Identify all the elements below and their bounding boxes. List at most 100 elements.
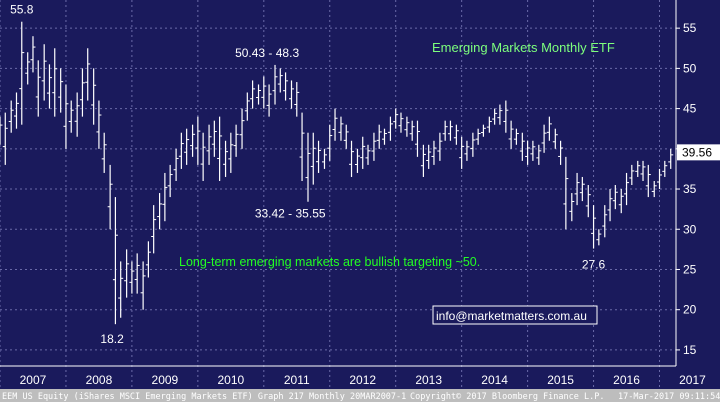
ohlc-bar [289,80,295,109]
ohlc-bar [107,164,113,230]
ohlc-bar [19,21,25,125]
ohlc-bar [464,140,470,161]
ohlc-bar [250,80,256,109]
ohlc-bar [404,116,410,137]
ohlc-bar [310,132,316,185]
last-price-value: 39.56 [682,145,712,159]
ohlc-bar [508,120,514,149]
ohlc-bar [398,112,404,133]
x-tick-label: 2015 [547,373,574,387]
ohlc-bar [228,132,234,173]
ohlc-bar [124,249,130,298]
x-tick-label: 2010 [217,373,244,387]
ohlc-bar [256,84,262,105]
ohlc-bar [173,148,179,181]
x-tick-layer: 2007 2008 2009 2010 2011 2012 2013 2014 2015 2016… [0,365,706,387]
y-tick-label: 30 [683,222,697,236]
ohlc-bar [200,132,206,181]
ohlc-bar [420,144,426,177]
ohlc-bar [574,172,580,206]
ohlc-bar [272,64,278,105]
ohlc-bar [206,124,212,165]
ohlc-bar [112,197,118,325]
ohlc-bar [426,144,432,169]
ohlc-bar [431,140,437,165]
ohlc-bar [167,164,173,198]
x-tick-label: 2007 [20,373,47,387]
price-annotation: 50.43 - 48.3 [235,46,299,60]
ohlc-bar [305,132,311,202]
price-annotation: 18.2 [100,332,124,346]
ohlc-bar [371,132,377,161]
ohlc-bar [569,193,575,222]
ohlc-bar [387,116,393,141]
ohlc-bar [497,104,503,125]
ohlc-bar [530,140,536,161]
ohlc-bar [25,52,31,85]
ohlc-bar [223,140,229,177]
ohlc-bar [552,128,558,149]
ohlc-bar [52,48,58,117]
ohlc-bar [393,108,399,129]
footer-left: EEM US Equity (iShares MSCI Emerging Mar… [2,392,406,402]
ohlc-bar [145,241,151,278]
ohlc-bar [68,100,74,133]
ohlc-bar [85,48,91,101]
ohlc-bar [414,120,420,157]
ohlc-bar [30,36,36,73]
ohlc-bar [536,144,542,165]
ohlc-bar [244,92,250,121]
ohlc-bar [546,116,552,141]
ohlc-bar [118,261,124,318]
ohlc-bar [157,193,163,230]
ohlc-bar [668,148,674,169]
price-annotation: 33.42 - 35.55 [255,207,326,221]
y-tick-label: 50 [683,61,697,75]
footer-center: Copyright© 2017 Bloomberg Finance L.P. [410,392,604,402]
ohlc-bar [645,164,651,198]
ohlc-bar [184,128,190,165]
ohlc-bar [657,168,663,190]
ohlc-bar [134,253,140,294]
ohlc-bar [360,136,366,169]
y-tick-label: 20 [683,303,697,317]
ohlc-bar [563,156,569,230]
ohlc-bar [513,128,519,145]
ohlc-bar [338,116,344,141]
x-tick-label: 2014 [481,373,508,387]
ohlc-bar [651,180,657,198]
ohlc-bar [618,189,624,214]
ohlc-bar [162,172,168,222]
annotation-layer: 55.8 50.43 - 48.3 33.42 - 35.55 18.2 27.6 [10,3,605,346]
ohlc-bar [41,44,47,101]
ohlc-bar [178,132,184,169]
chart-note: Long-term emerging markets are bullish t… [179,255,480,269]
x-tick-label: 2016 [613,373,640,387]
ohlc-bar [96,100,102,149]
y-tick-label: 55 [683,21,697,35]
ohlc-bar [376,124,382,149]
ohlc-bar [409,120,415,141]
ohlc-bar [233,124,239,157]
ohlc-bar [151,205,157,254]
y-tick-label: 35 [683,182,697,196]
ohlc-bar [63,84,69,149]
ohlc-bar [453,124,459,145]
ohlc-bar [46,64,52,109]
x-tick-label: 2012 [349,373,376,387]
ohlc-bar [579,176,585,202]
ohlc-bar [277,68,283,93]
chart-title: Emerging Markets Monthly ETF [432,40,615,55]
ohlc-bar [343,124,349,149]
ohlc-bar [294,82,300,117]
ohlc-bar [492,108,498,125]
ohlc-bar [349,140,355,177]
ohlc-bar [437,132,443,161]
ohlc-bar [591,205,597,249]
x-tick-label: 2008 [86,373,113,387]
ohlc-bar [447,120,453,141]
ohlc-bar [629,164,635,186]
ohlc-bar [35,60,41,117]
ohlc-bar [101,132,107,173]
